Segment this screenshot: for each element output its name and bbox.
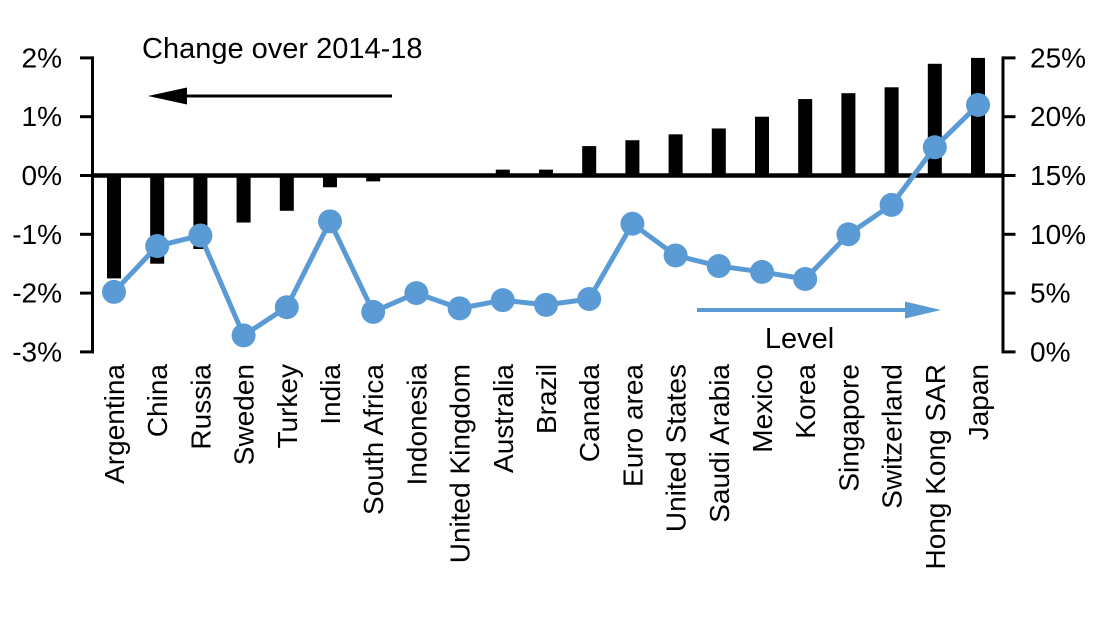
right-axis-tick-label: 20% bbox=[1030, 101, 1086, 132]
dot-hong-kong-sar bbox=[922, 135, 947, 160]
right-axis-tick-label: 10% bbox=[1030, 219, 1086, 250]
x-label-canada: Canada bbox=[574, 364, 605, 463]
dot-korea bbox=[793, 266, 818, 291]
dot-brazil bbox=[534, 292, 558, 317]
dot-united-states bbox=[663, 243, 688, 268]
left-axis-tick-label: -3% bbox=[12, 336, 62, 367]
x-label-south-africa: South Africa bbox=[358, 364, 389, 515]
x-label-euro-area: Euro area bbox=[617, 364, 648, 487]
dot-sweden bbox=[231, 323, 256, 348]
bar-euro-area bbox=[625, 140, 640, 176]
bar-argentina bbox=[107, 175, 121, 279]
dot-switzerland bbox=[879, 192, 904, 217]
x-label-hong-kong-sar: Hong Kong SAR bbox=[920, 364, 951, 569]
x-label-united-states: United States bbox=[661, 364, 692, 532]
x-label-korea: Korea bbox=[790, 364, 821, 439]
level-arrow-right-head bbox=[905, 301, 941, 319]
bar-sweden bbox=[236, 175, 251, 223]
bar-brazil bbox=[539, 169, 553, 176]
bar-turkey bbox=[279, 175, 294, 211]
right-axis-tick-label: 5% bbox=[1030, 278, 1070, 309]
dot-united-kingdom bbox=[447, 296, 472, 321]
x-label-singapore: Singapore bbox=[833, 364, 864, 492]
bar-mexico bbox=[755, 116, 769, 176]
x-label-mexico: Mexico bbox=[747, 364, 778, 453]
change-arrow-left-head bbox=[148, 87, 187, 105]
dot-saudi-arabia bbox=[706, 254, 731, 279]
right-axis-tick-label: 25% bbox=[1030, 42, 1086, 73]
dot-indonesia bbox=[404, 281, 429, 306]
dot-south-africa bbox=[361, 299, 386, 324]
bar-united-states bbox=[668, 134, 683, 176]
right-axis-tick-label: 0% bbox=[1030, 336, 1070, 367]
left-axis-tick-label: -2% bbox=[12, 278, 62, 309]
bar-canada bbox=[582, 146, 597, 176]
left-axis-tick-label: 1% bbox=[22, 101, 62, 132]
left-axis-tick-label: 0% bbox=[22, 160, 62, 191]
bar-india bbox=[323, 175, 337, 188]
x-label-switzerland: Switzerland bbox=[877, 364, 908, 509]
x-label-japan: Japan bbox=[963, 364, 994, 440]
dot-euro-area bbox=[620, 211, 645, 236]
line-series-annotation: Level bbox=[764, 323, 835, 355]
left-axis-tick-label: 2% bbox=[22, 42, 62, 73]
x-label-sweden: Sweden bbox=[229, 364, 260, 465]
bar-series-annotation: Change over 2014-18 bbox=[142, 33, 423, 65]
bar-singapore bbox=[841, 93, 856, 176]
dot-japan bbox=[966, 92, 990, 117]
dot-russia bbox=[188, 223, 213, 248]
left-axis-tick-label: -1% bbox=[12, 219, 62, 250]
x-label-australia: Australia bbox=[488, 364, 519, 473]
dot-singapore bbox=[836, 222, 861, 247]
bar-switzerland bbox=[884, 87, 899, 176]
x-label-russia: Russia bbox=[185, 364, 216, 450]
bar-saudi-arabia bbox=[711, 128, 726, 176]
right-axis-tick-label: 15% bbox=[1030, 160, 1086, 191]
bar-australia bbox=[495, 169, 510, 176]
x-label-turkey: Turkey bbox=[272, 364, 303, 449]
dot-argentina bbox=[102, 279, 126, 304]
x-label-saudi-arabia: Saudi Arabia bbox=[704, 364, 735, 523]
x-label-india: India bbox=[315, 364, 346, 425]
x-label-united-kingdom: United Kingdom bbox=[445, 364, 476, 563]
dot-canada bbox=[577, 286, 602, 311]
x-label-brazil: Brazil bbox=[531, 364, 562, 434]
dot-turkey bbox=[274, 295, 299, 320]
x-label-china: China bbox=[142, 364, 173, 438]
x-label-indonesia: Indonesia bbox=[401, 364, 432, 486]
x-label-argentina: Argentina bbox=[99, 364, 130, 484]
dot-india bbox=[318, 209, 342, 234]
bar-korea bbox=[798, 99, 813, 176]
bar-south-africa bbox=[366, 175, 381, 182]
dot-mexico bbox=[750, 259, 774, 284]
dot-australia bbox=[490, 288, 515, 313]
dot-china bbox=[145, 234, 170, 259]
